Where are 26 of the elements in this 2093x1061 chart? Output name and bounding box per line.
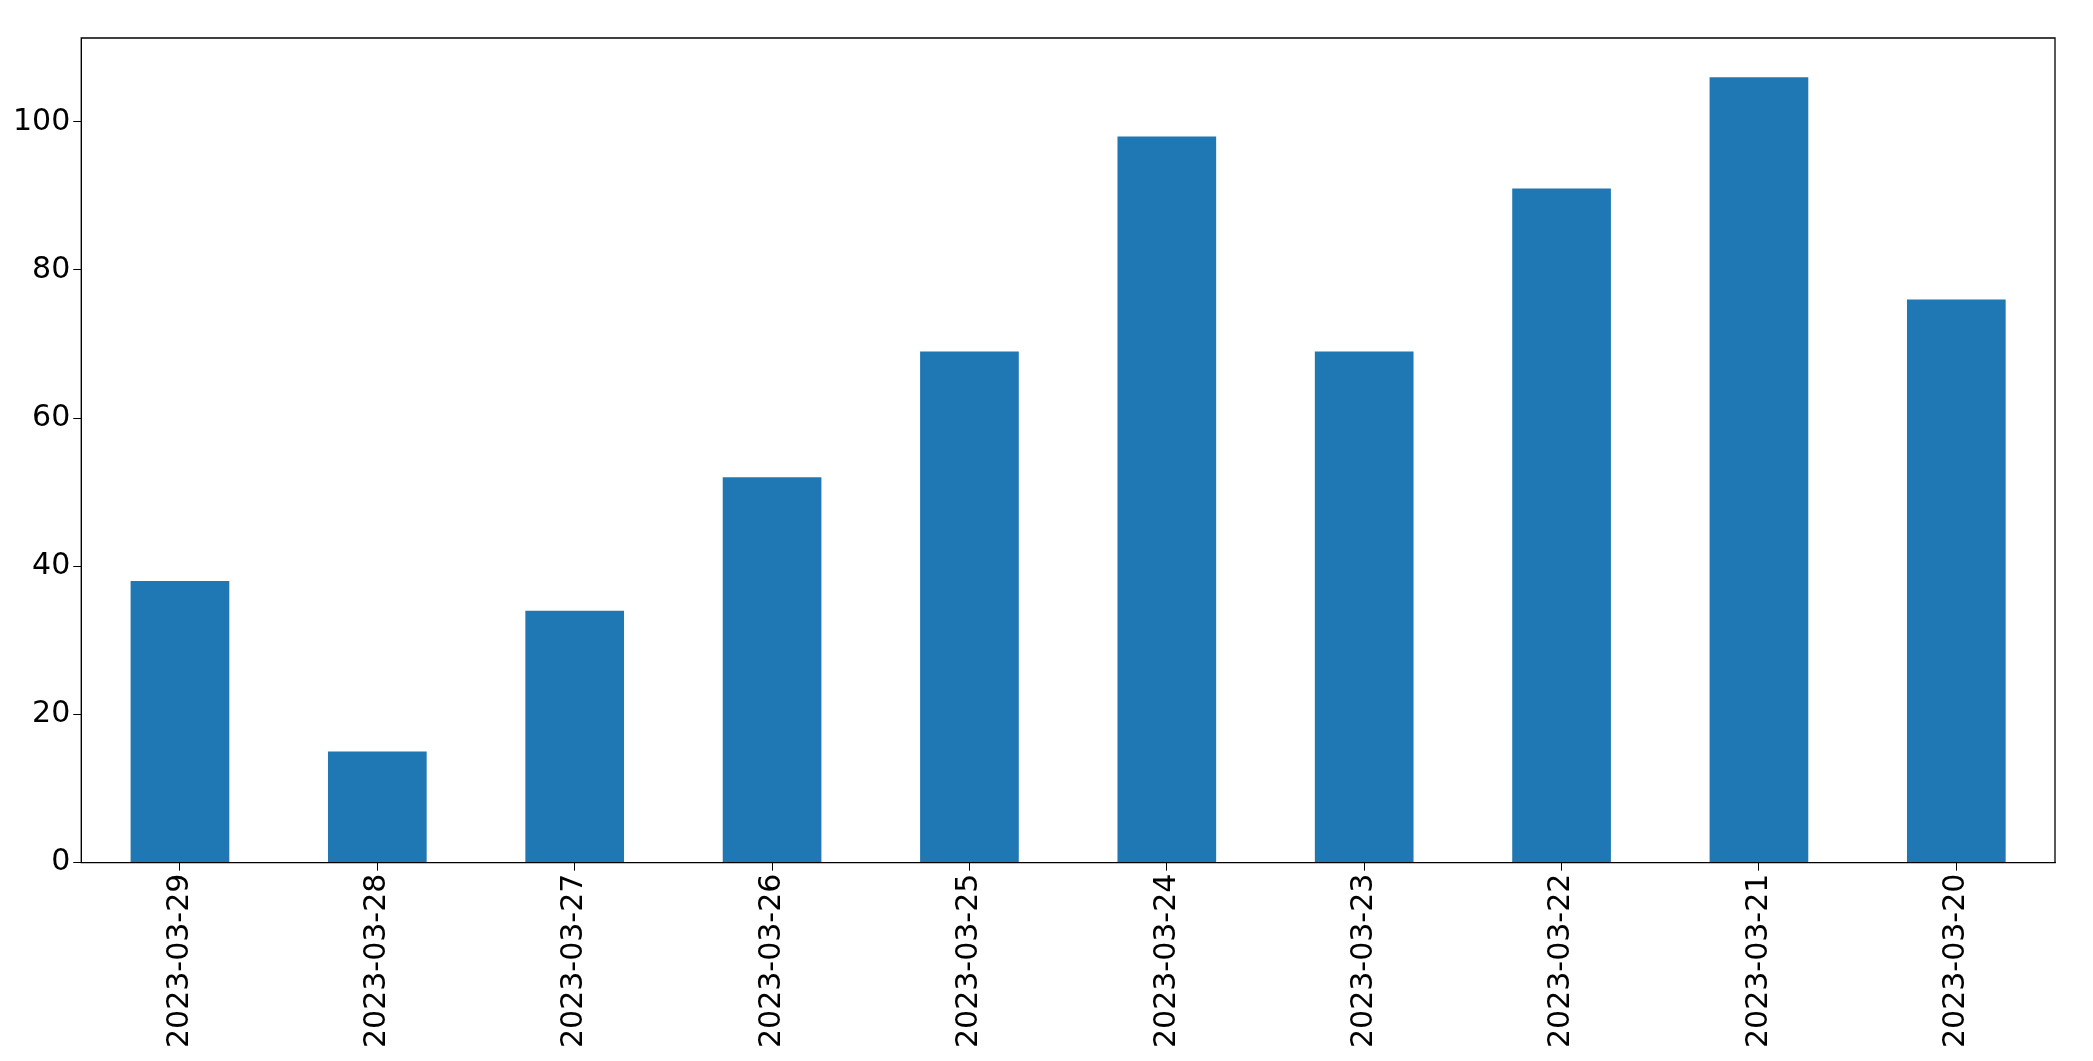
bar	[920, 351, 1019, 863]
x-tick-label: 2023-03-20	[1936, 873, 1972, 1049]
bar	[525, 610, 625, 863]
y-tick-label: 20	[32, 694, 71, 730]
x-tick-label: 2023-03-21	[1738, 873, 1774, 1049]
x-tick-label: 2023-03-23	[1343, 873, 1379, 1049]
bar	[1906, 299, 2006, 863]
x-tick-label: 2023-03-29	[159, 873, 195, 1049]
bar	[327, 751, 427, 863]
y-tick-label: 80	[32, 249, 71, 285]
y-tick-label: 0	[51, 842, 71, 878]
x-tick-label: 2023-03-28	[357, 873, 393, 1049]
x-tick-label: 2023-03-27	[554, 873, 590, 1049]
bar	[1314, 351, 1414, 863]
y-tick-label: 40	[32, 546, 71, 582]
y-tick-label: 60	[32, 397, 71, 433]
x-tick-label: 2023-03-22	[1541, 873, 1577, 1049]
bar	[130, 581, 230, 863]
bar	[1512, 188, 1611, 863]
bar	[722, 477, 822, 863]
bar	[1709, 77, 1809, 863]
x-tick-label: 2023-03-25	[949, 873, 985, 1049]
x-tick-label: 2023-03-26	[751, 873, 787, 1049]
x-tick-label: 2023-03-24	[1146, 873, 1182, 1049]
y-tick-label: 100	[13, 101, 71, 137]
bar	[1117, 136, 1217, 863]
